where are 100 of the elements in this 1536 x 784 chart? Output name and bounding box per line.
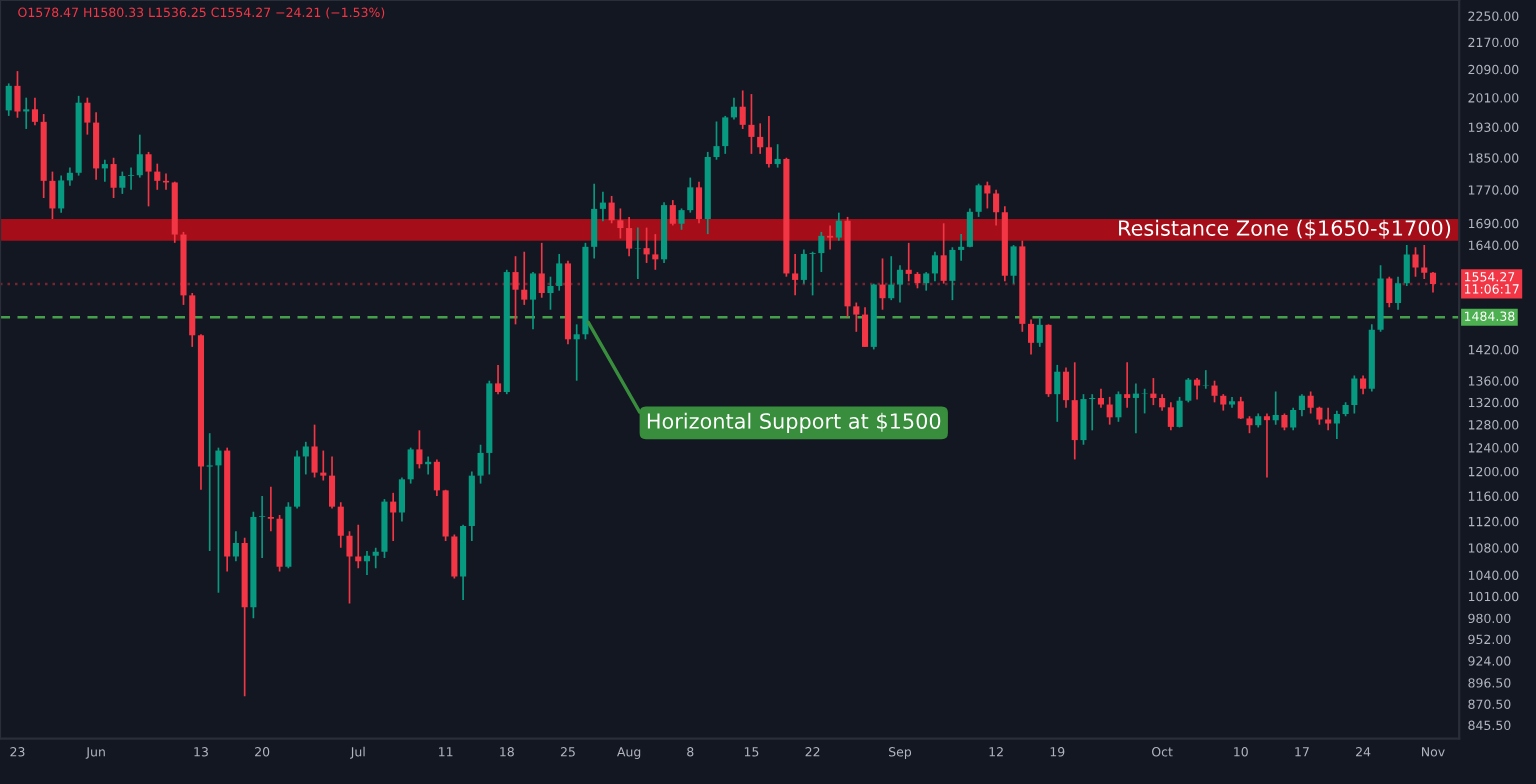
candlestick (529, 271, 537, 331)
candlestick (923, 271, 930, 292)
candlestick (1124, 361, 1131, 409)
candlestick (1307, 390, 1314, 415)
candlestick (1115, 390, 1122, 423)
candlestick (93, 111, 100, 181)
candlestick (1010, 244, 1017, 285)
candlestick (931, 250, 938, 283)
candlestick (320, 449, 327, 482)
candlestick (1141, 387, 1148, 415)
candlestick (1054, 364, 1061, 423)
candlestick (1429, 271, 1437, 294)
candlestick (206, 432, 213, 552)
candlestick (1202, 369, 1209, 390)
candlestick (276, 514, 283, 573)
candlestick (433, 458, 440, 497)
candlestick (792, 253, 799, 297)
candlestick (1237, 396, 1244, 420)
candlestick (1333, 409, 1340, 440)
candlestick (398, 476, 405, 523)
candlestick (337, 501, 344, 549)
candlestick (634, 226, 641, 280)
candlestick (905, 242, 912, 283)
candlestick (730, 96, 738, 121)
candlestick (1106, 396, 1113, 426)
candlestick (136, 133, 143, 179)
candlestick (1290, 407, 1297, 432)
candlestick (695, 180, 703, 225)
candlestick (110, 156, 117, 199)
candlestick (1298, 393, 1305, 418)
candlestick (145, 151, 152, 208)
candlestick (599, 191, 606, 222)
candlestick (311, 423, 318, 479)
candlestick (835, 211, 842, 242)
candlestick (1211, 379, 1218, 404)
candlestick (494, 364, 502, 395)
candlestick (14, 70, 21, 119)
candlestick (390, 492, 397, 542)
band-label: Resistance Zone ($1650-$1700) (1119, 219, 1451, 239)
candlestick (722, 115, 729, 155)
candlestick (128, 166, 135, 191)
candlestick (678, 207, 685, 231)
candlestick (739, 89, 746, 130)
candlestick (940, 222, 947, 285)
candlestick (774, 143, 781, 169)
candlestick (119, 170, 126, 195)
candlestick (1351, 374, 1358, 415)
candlestick (1080, 393, 1087, 446)
candlestick (879, 257, 886, 311)
candlestick (757, 122, 764, 155)
candlestick (259, 495, 266, 559)
candlestick (1062, 366, 1070, 409)
candlestick (669, 199, 676, 227)
candlestick (547, 275, 554, 311)
candlestick (451, 533, 458, 580)
candlestick (346, 530, 353, 605)
candlestick (652, 233, 659, 271)
candlestick (993, 188, 1000, 227)
candlestick (31, 96, 39, 127)
candlestick (800, 248, 807, 285)
candlestick (302, 440, 309, 476)
candlestick (84, 96, 91, 136)
candlestick (512, 255, 519, 326)
candlestick (1272, 390, 1279, 426)
candlestick (442, 488, 449, 542)
candlestick (58, 174, 65, 214)
candlestick (1386, 275, 1393, 309)
candlestick (1325, 407, 1332, 432)
candlestick (407, 446, 414, 485)
candlestick (215, 446, 222, 594)
candlestick (5, 82, 12, 117)
candlestick (966, 207, 973, 249)
candlestick (617, 207, 624, 240)
candlestick (713, 120, 720, 161)
candlestick (363, 550, 371, 576)
candlestick (477, 443, 484, 485)
candlestick (591, 182, 598, 260)
candlestick (643, 226, 650, 264)
candlestick (49, 170, 56, 220)
candlestick (416, 429, 423, 470)
candlestick (189, 292, 196, 348)
candlestick (573, 323, 580, 382)
candlestick (1097, 387, 1105, 409)
candlestick (853, 301, 860, 333)
candlestick (809, 250, 816, 297)
candlestick (154, 162, 161, 191)
candlestick (949, 246, 956, 301)
candlestick (328, 455, 336, 510)
candlestick (1176, 396, 1183, 429)
candlestick (1185, 377, 1192, 404)
candlestick (748, 93, 755, 155)
candlestick (372, 546, 379, 569)
candlestick (958, 233, 965, 262)
candlestick (1194, 377, 1201, 401)
candlestick (827, 224, 834, 251)
candlestick (687, 176, 694, 214)
candlestick (1394, 275, 1402, 311)
candlestick (1071, 361, 1078, 461)
candlestick (626, 216, 633, 258)
candlestick (1421, 244, 1428, 280)
